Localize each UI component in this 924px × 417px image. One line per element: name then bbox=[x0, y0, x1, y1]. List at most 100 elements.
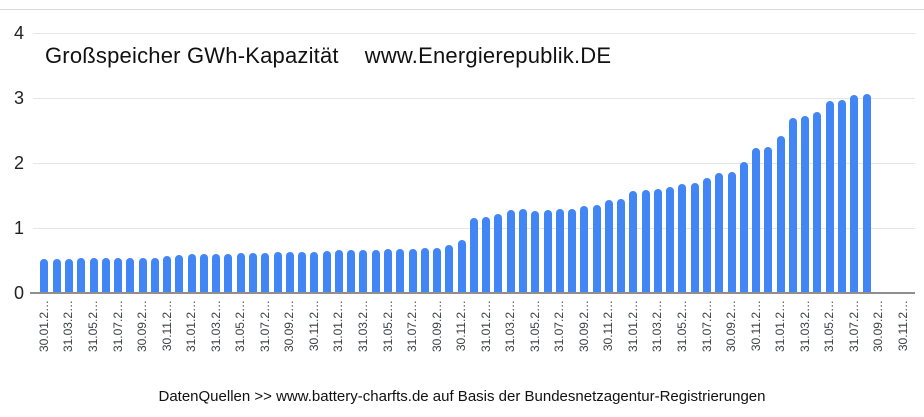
x-axis-tick-label: 31.07.2… bbox=[110, 300, 125, 353]
y-gridline bbox=[33, 33, 915, 34]
capacity-bar bbox=[690, 183, 699, 292]
capacity-bar bbox=[825, 101, 834, 292]
x-axis-tick-label: 30.11.2… bbox=[748, 300, 763, 352]
x-axis-tick-label: 30.09.2… bbox=[724, 300, 738, 353]
capacity-bar bbox=[114, 258, 122, 292]
data-source-caption: DatenQuellen >> www.battery-charfts.de a… bbox=[158, 388, 766, 405]
capacity-bar bbox=[739, 162, 748, 292]
x-axis-tick-label: 31.03.2… bbox=[208, 300, 223, 353]
x-axis-tick-label: 31.05.2… bbox=[822, 300, 837, 353]
capacity-bar bbox=[653, 189, 662, 292]
x-axis-tick-label: 30.11.2… bbox=[306, 300, 321, 352]
x-axis-tick-label: 30.09.2… bbox=[135, 300, 150, 353]
x-axis-tick-label: 31.01.2… bbox=[184, 300, 199, 353]
chart-title-site-url: www.Energierepublik.DE bbox=[364, 43, 612, 68]
capacity-bar bbox=[568, 209, 576, 292]
capacity-bar bbox=[433, 248, 441, 292]
x-axis-tick-label: 30.11.2… bbox=[159, 300, 174, 352]
capacity-bar bbox=[629, 191, 638, 292]
capacity-bar bbox=[163, 256, 172, 292]
capacity-bar bbox=[617, 199, 626, 292]
capacity-bar bbox=[604, 200, 613, 292]
capacity-bar bbox=[776, 136, 785, 292]
x-axis-tick-label: 30.11.2… bbox=[601, 300, 616, 352]
capacity-bar bbox=[77, 258, 86, 292]
capacity-bar bbox=[224, 254, 233, 292]
x-axis-tick-label: 30.11.2… bbox=[895, 300, 910, 352]
x-axis-tick-label: 30.01.2… bbox=[36, 300, 51, 353]
x-axis-tick-label: 31.01.2… bbox=[478, 300, 493, 353]
capacity-bar bbox=[212, 254, 221, 292]
x-axis-tick-label: 31.05.2… bbox=[527, 300, 542, 353]
capacity-bar bbox=[862, 94, 871, 292]
capacity-bar bbox=[850, 95, 859, 292]
x-axis-tick-label: 31.05.2… bbox=[233, 300, 248, 353]
y-axis-tick-label: 4 bbox=[13, 23, 24, 43]
x-axis-tick-label: 31.07.2… bbox=[552, 300, 567, 353]
x-axis-tick-label: 30.09.2… bbox=[282, 300, 297, 353]
capacity-bar bbox=[494, 214, 503, 292]
capacity-bar bbox=[187, 254, 196, 292]
capacity-bar bbox=[715, 173, 724, 292]
x-axis-tick-label: 31.07.2… bbox=[699, 300, 714, 353]
x-axis-tick-label: 31.07.2… bbox=[846, 300, 861, 353]
capacity-bar bbox=[555, 209, 564, 292]
capacity-bar bbox=[52, 259, 61, 292]
capacity-bar bbox=[580, 206, 589, 292]
capacity-bar bbox=[175, 255, 184, 292]
capacity-bar bbox=[89, 258, 98, 292]
capacity-bar bbox=[837, 100, 846, 292]
capacity-bar bbox=[334, 250, 343, 292]
capacity-bar bbox=[310, 252, 319, 292]
capacity-bar bbox=[752, 148, 761, 292]
y-axis-tick-label: 0 bbox=[13, 283, 24, 303]
capacity-bar bbox=[469, 218, 478, 292]
capacity-bar bbox=[64, 259, 73, 292]
x-axis-tick-label: 30.09.2… bbox=[576, 300, 591, 353]
x-axis-tick-label: 31.01.2… bbox=[625, 300, 640, 353]
y-axis-tick-label: 2 bbox=[13, 153, 24, 173]
capacity-bar bbox=[445, 245, 454, 292]
x-axis-tick-label: 31.03.2… bbox=[650, 300, 665, 353]
capacity-bar bbox=[678, 184, 687, 292]
capacity-bar bbox=[543, 210, 552, 292]
capacity-bar bbox=[126, 258, 135, 292]
capacity-bar bbox=[592, 205, 601, 292]
capacity-bar bbox=[506, 210, 515, 292]
x-axis-line bbox=[30, 292, 915, 294]
x-axis-tick-label: 30.11.2… bbox=[454, 300, 469, 352]
capacity-bar bbox=[518, 209, 527, 292]
x-axis-tick-label: 31.07.2… bbox=[257, 300, 272, 353]
x-axis-tick-label: 31.05.2… bbox=[380, 300, 395, 353]
capacity-bar bbox=[813, 112, 822, 292]
capacity-bar bbox=[199, 254, 208, 292]
capacity-bar bbox=[396, 249, 405, 292]
capacity-bar bbox=[285, 252, 294, 292]
capacity-bar bbox=[359, 250, 368, 292]
y-axis-tick-label: 3 bbox=[13, 88, 24, 108]
capacity-bar bbox=[531, 211, 540, 292]
capacity-bar bbox=[788, 118, 797, 292]
capacity-bar bbox=[273, 252, 282, 292]
y-gridline bbox=[33, 98, 915, 99]
capacity-bar bbox=[101, 258, 110, 292]
capacity-bar bbox=[40, 259, 49, 292]
capacity-bar bbox=[666, 187, 675, 292]
capacity-bar bbox=[236, 253, 245, 292]
chart-title: Großspeicher GWh-Kapazität www.Energierep… bbox=[45, 43, 611, 69]
capacity-bar bbox=[249, 253, 257, 292]
capacity-bar bbox=[801, 116, 810, 292]
capacity-bar bbox=[482, 217, 491, 292]
capacity-bar bbox=[384, 249, 392, 292]
capacity-bar bbox=[298, 252, 307, 292]
capacity-bar bbox=[322, 251, 331, 292]
capacity-bar bbox=[138, 258, 147, 292]
chart-title-text: Großspeicher GWh-Kapazität bbox=[45, 43, 339, 68]
x-axis-tick-label: 30.09.2… bbox=[871, 300, 886, 353]
x-axis-tick-label: 31.03.2… bbox=[503, 300, 518, 353]
x-axis-tick-label: 31.05.2… bbox=[674, 300, 689, 353]
capacity-bar bbox=[261, 253, 270, 292]
capacity-bar bbox=[347, 250, 356, 292]
capacity-bar bbox=[457, 240, 466, 292]
